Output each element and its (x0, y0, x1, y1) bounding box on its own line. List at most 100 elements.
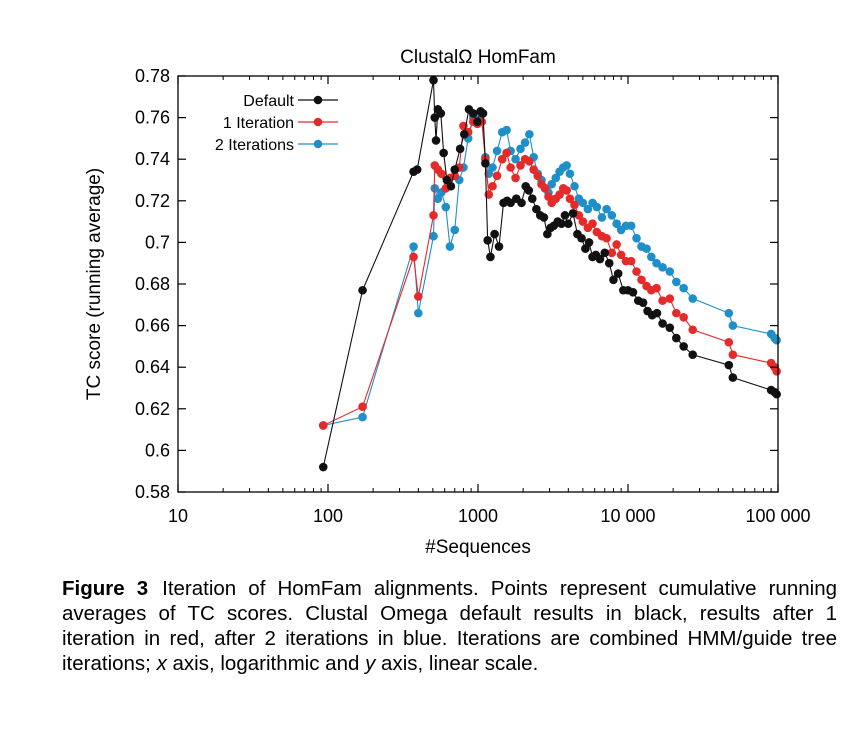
data-point (414, 292, 423, 301)
data-point (679, 312, 688, 322)
y-tick-label: 0.62 (135, 399, 170, 419)
data-point (728, 373, 738, 382)
data-point (481, 159, 490, 168)
legend-marker (313, 117, 323, 127)
series-line (322, 80, 778, 468)
y-tick-label: 0.76 (135, 108, 170, 128)
data-point (318, 462, 328, 472)
data-point (724, 337, 734, 347)
data-point (441, 202, 451, 212)
x-tick-label: 10 000 (600, 506, 655, 526)
data-point (604, 258, 614, 268)
data-point (652, 283, 661, 293)
data-point (570, 181, 579, 191)
data-point (665, 323, 675, 332)
data-point (588, 219, 597, 228)
data-point (533, 171, 542, 181)
x-tick-label: 1000 (458, 506, 498, 526)
data-point (595, 254, 605, 264)
data-point (409, 252, 418, 262)
data-point (555, 190, 564, 199)
data-point (527, 194, 537, 204)
y-tick-label: 0.74 (135, 149, 170, 169)
data-point (494, 242, 504, 251)
data-point (592, 202, 602, 212)
data-point (562, 186, 571, 195)
data-point (450, 225, 460, 235)
data-point (446, 181, 456, 191)
data-point (488, 163, 497, 172)
data-point (772, 335, 781, 345)
data-point (772, 389, 781, 399)
data-point (511, 154, 520, 164)
data-point (583, 204, 593, 214)
legend-label: Default (243, 93, 294, 110)
data-point (429, 75, 438, 85)
data-point (433, 194, 443, 204)
data-point (557, 219, 566, 228)
caption-x-var: x (156, 652, 167, 675)
data-point (600, 248, 610, 258)
data-point (672, 333, 681, 343)
data-point (652, 258, 661, 268)
data-point (665, 267, 675, 276)
data-point (436, 109, 446, 118)
legend: Default 1 Iteration 2 Iterations (215, 93, 338, 154)
data-point (570, 200, 579, 210)
data-point (488, 181, 497, 191)
data-point (442, 175, 452, 185)
chart: ClustalΩ HomFam 10 100 1000 10 000 100 000 0… (84, 47, 811, 558)
data-point (430, 113, 440, 122)
data-point (665, 294, 675, 303)
data-point (581, 244, 590, 253)
legend-label: 1 Iteration (223, 115, 294, 132)
caption-text-3: axis, linear scale. (375, 652, 539, 675)
data-point (430, 184, 440, 193)
data-point (772, 367, 781, 376)
data-point (412, 165, 422, 174)
data-point (450, 165, 460, 174)
data-point (584, 238, 594, 247)
data-point (547, 179, 556, 189)
x-axis: 10 100 1000 10 000 100 000 (168, 76, 811, 526)
data-point (455, 144, 465, 154)
data-point (616, 250, 626, 260)
y-tick-label: 0.66 (135, 316, 170, 336)
data-point (492, 171, 502, 181)
data-point (525, 129, 534, 139)
data-point (565, 194, 575, 204)
data-point (577, 233, 586, 243)
data-point (540, 184, 550, 193)
data-point (626, 221, 636, 231)
data-point (688, 350, 697, 360)
data-point (409, 242, 418, 251)
y-tick-label: 0.6 (145, 440, 170, 460)
data-point (517, 198, 526, 208)
data-point (429, 211, 438, 220)
y-tick-label: 0.7 (145, 232, 170, 252)
data-point (658, 296, 667, 305)
data-point (560, 211, 570, 220)
data-point (490, 229, 499, 239)
data-point (532, 204, 541, 214)
data-point (497, 154, 507, 164)
data-point (516, 161, 525, 170)
series-layer (318, 75, 781, 472)
data-point (724, 308, 734, 318)
data-point (516, 144, 525, 154)
data-point (647, 252, 656, 262)
data-point (612, 240, 621, 249)
data-point (672, 308, 681, 318)
data-point (568, 208, 578, 218)
data-point (502, 148, 511, 158)
data-point (358, 402, 367, 412)
data-point (539, 213, 549, 222)
series-line (323, 111, 778, 426)
data-point (478, 109, 488, 118)
data-point (672, 277, 681, 287)
data-point (597, 213, 607, 222)
data-point (613, 269, 623, 278)
data-point (459, 129, 469, 139)
data-point (628, 288, 638, 297)
y-tick-label: 0.64 (135, 357, 170, 377)
